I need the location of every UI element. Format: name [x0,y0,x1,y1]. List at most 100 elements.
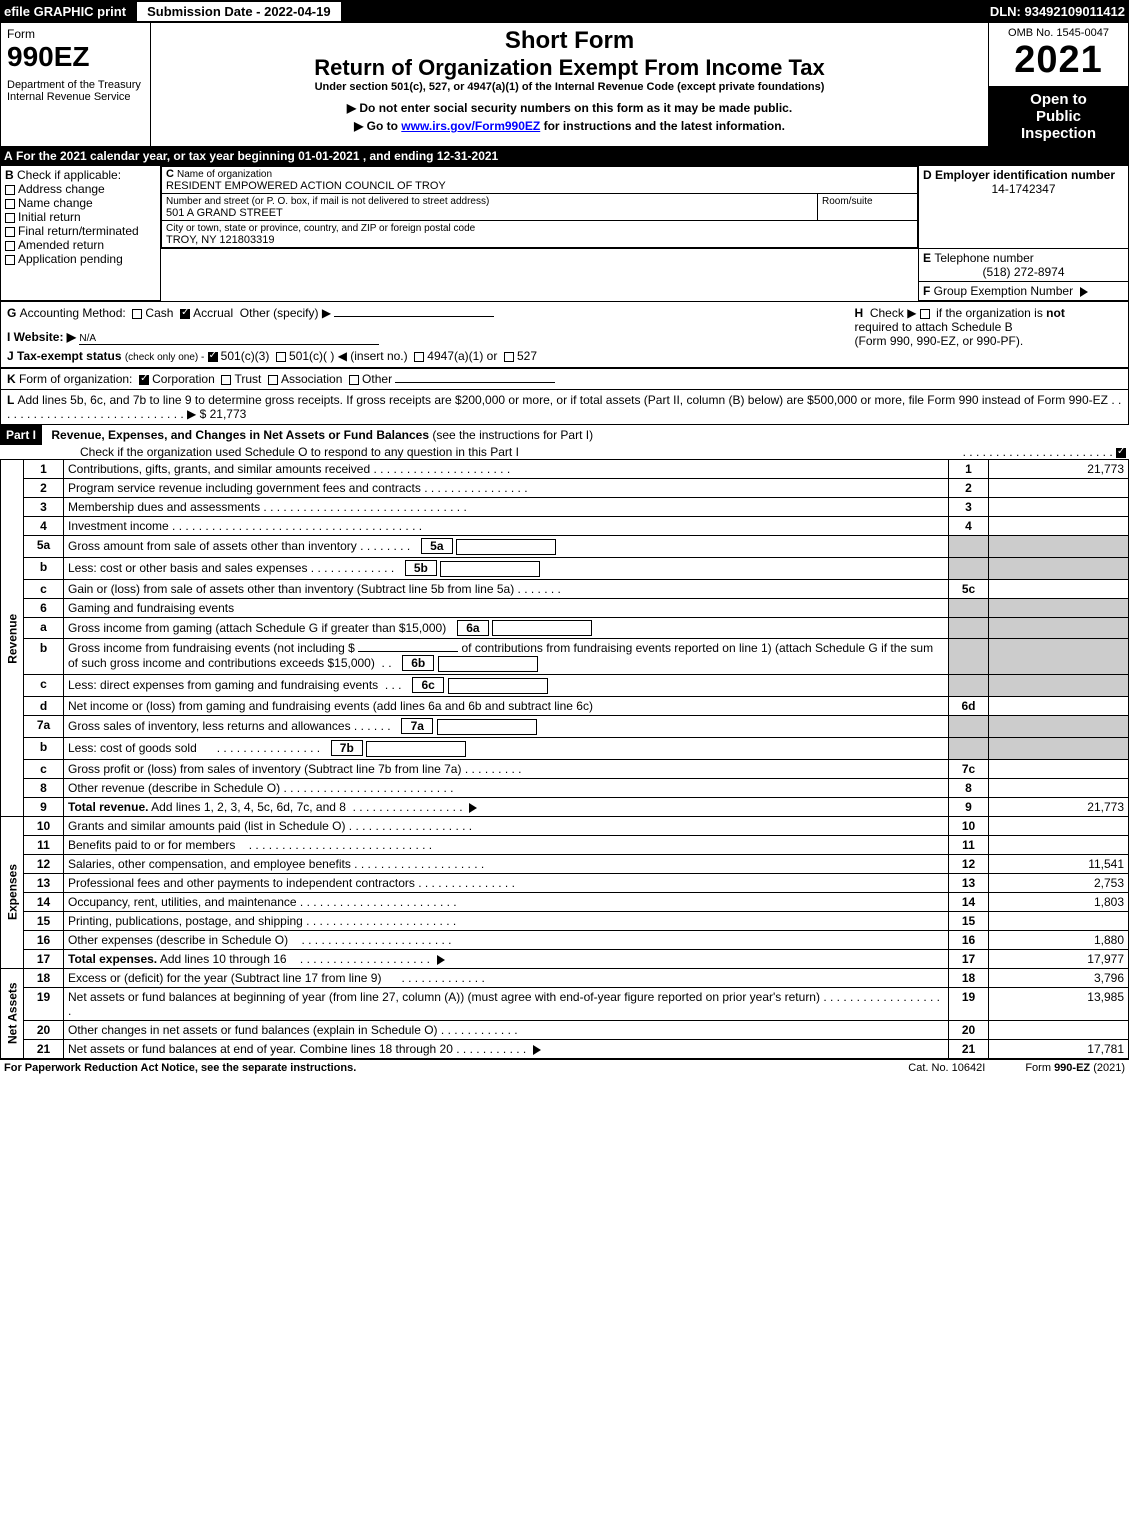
goto-pre: ▶ Go to [354,119,401,133]
line-2-no: 2 [24,479,64,498]
opt-amended: Amended return [18,238,104,252]
line-7a-txt: Gross sales of inventory, less returns a… [64,716,949,738]
line-5a-txt: Gross amount from sale of assets other t… [64,536,949,558]
line-6a-no: a [24,617,64,639]
checkbox-accrual[interactable] [180,309,190,319]
irs-link[interactable]: www.irs.gov/Form990EZ [401,119,540,133]
checkbox-schedule-o[interactable] [1116,448,1126,458]
lines-table: Revenue 1 Contributions, gifts, grants, … [0,459,1129,1059]
j-o3: 4947(a)(1) or [427,349,497,363]
checkbox-pending[interactable] [5,255,15,265]
goto-line: ▶ Go to www.irs.gov/Form990EZ for instru… [159,119,980,133]
line-3-txt: Membership dues and assessments . . . . … [64,498,949,517]
line-5a-no: 5a [24,536,64,558]
line-6d-an: 6d [949,697,989,716]
line-15-txt: Printing, publications, postage, and shi… [64,911,949,930]
line-13-an: 13 [949,873,989,892]
line-5b-no: b [24,557,64,579]
checkbox-corp[interactable] [139,375,149,385]
line-5c-an: 5c [949,579,989,598]
k-label: Form of organization: [19,372,132,386]
opt-final: Final return/terminated [18,224,139,238]
h-not: not [1046,306,1065,320]
line-20-no: 20 [24,1020,64,1039]
section-g: G Accounting Method: Cash Accrual Other … [7,306,843,320]
phone: (518) 272-8974 [923,265,1124,279]
line-19-txt: Net assets or fund balances at beginning… [64,987,949,1020]
line-6-txt: Gaming and fundraising events [64,598,949,617]
line-4-val [989,517,1129,536]
k-other: Other [362,372,392,386]
checkbox-501c3[interactable] [208,352,218,362]
line-21-val: 17,781 [989,1039,1129,1058]
line-14-an: 14 [949,892,989,911]
c-city-label: City or town, state or province, country… [166,223,475,234]
checkbox-initial-return[interactable] [5,213,15,223]
line-13-txt: Professional fees and other payments to … [64,873,949,892]
checkbox-cash[interactable] [132,309,142,319]
part-1-label: Part I [0,425,42,445]
line-19-no: 19 [24,987,64,1020]
checkbox-schedule-b[interactable] [920,309,930,319]
line-17-an: 17 [949,949,989,968]
line-6b-no: b [24,639,64,675]
ssn-warning: ▶ Do not enter social security numbers o… [159,101,980,115]
h-post: if the organization is [936,306,1046,320]
line-16-txt: Other expenses (describe in Schedule O) … [64,930,949,949]
checkbox-name-change[interactable] [5,199,15,209]
line-7c-no: c [24,759,64,778]
line-2-txt: Program service revenue including govern… [64,479,949,498]
line-11-val [989,835,1129,854]
checkbox-trust[interactable] [221,375,231,385]
checkbox-address-change[interactable] [5,185,15,195]
j-o1: 501(c)(3) [221,349,270,363]
checkbox-527[interactable] [504,352,514,362]
l-text: Add lines 5b, 6c, and 7b to line 9 to de… [17,393,1108,407]
line-12-no: 12 [24,854,64,873]
line-20-an: 20 [949,1020,989,1039]
checkbox-501c[interactable] [276,352,286,362]
e-label: Telephone number [934,251,1033,265]
submission-date: Submission Date - 2022-04-19 [136,1,342,22]
section-b: B Check if applicable: Address change Na… [1,166,161,301]
line-17-val: 17,977 [989,949,1129,968]
j-o2: 501(c)( ) ◀ (insert no.) [289,349,408,363]
line-6c-txt: Less: direct expenses from gaming and fu… [64,675,949,697]
checkbox-other-org[interactable] [349,375,359,385]
checkbox-4947[interactable] [414,352,424,362]
line-8-an: 8 [949,778,989,797]
checkbox-amended[interactable] [5,241,15,251]
section-a-text: For the 2021 calendar year, or tax year … [16,149,498,163]
line-5c-val [989,579,1129,598]
j-o4: 527 [517,349,537,363]
line-7c-val [989,759,1129,778]
line-9-txt: Total revenue. Add lines 1, 2, 3, 4, 5c,… [64,797,949,816]
checkbox-assoc[interactable] [268,375,278,385]
line-6c-no: c [24,675,64,697]
d-label: Employer identification number [935,168,1115,182]
return-title: Return of Organization Exempt From Incom… [159,55,980,81]
line-14-txt: Occupancy, rent, utilities, and maintena… [64,892,949,911]
line-9-no: 9 [24,797,64,816]
line-15-val [989,911,1129,930]
line-8-txt: Other revenue (describe in Schedule O) .… [64,778,949,797]
short-form-title: Short Form [159,27,980,55]
j-sub: (check only one) - [125,352,204,363]
g-other: Other (specify) ▶ [240,306,331,320]
i-label: Website: ▶ [14,330,76,344]
footer-left: For Paperwork Reduction Act Notice, see … [4,1062,356,1074]
checkbox-final-return[interactable] [5,227,15,237]
section-l: L Add lines 5b, 6c, and 7b to line 9 to … [1,390,1129,425]
tax-year: 2021 [993,39,1124,82]
line-18-val: 3,796 [989,968,1129,987]
line-8-val [989,778,1129,797]
line-7b-no: b [24,737,64,759]
dept-irs: Internal Revenue Service [7,91,144,103]
opt-address: Address change [18,182,105,196]
revenue-section-label: Revenue [1,460,24,817]
dept-treasury: Department of the Treasury [7,79,144,91]
line-13-val: 2,753 [989,873,1129,892]
dln: DLN: 93492109011412 [990,4,1125,19]
gh-table: G Accounting Method: Cash Accrual Other … [0,301,1129,368]
line-20-txt: Other changes in net assets or fund bala… [64,1020,949,1039]
